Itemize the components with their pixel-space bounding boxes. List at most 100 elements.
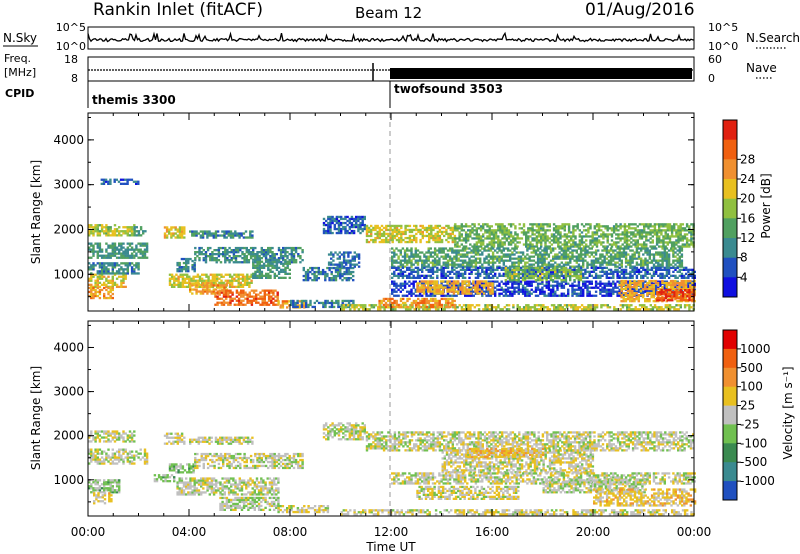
data-cell <box>537 233 541 236</box>
data-cell <box>572 241 575 244</box>
data-cell <box>675 235 678 238</box>
data-cell <box>540 241 543 244</box>
data-cell <box>576 243 579 246</box>
data-cell <box>461 274 465 277</box>
data-cell <box>635 257 639 260</box>
data-cell <box>337 270 340 274</box>
data-cell <box>194 251 197 254</box>
data-cell <box>202 253 205 256</box>
data-cell <box>573 266 576 269</box>
data-cell <box>681 229 684 232</box>
data-cell <box>605 288 608 291</box>
data-cell <box>100 250 104 253</box>
data-cell <box>530 288 533 291</box>
data-cell <box>455 259 458 262</box>
data-cell <box>109 246 112 249</box>
data-cell <box>324 274 327 278</box>
data-cell <box>573 288 576 291</box>
data-cell <box>412 286 415 289</box>
data-cell <box>141 250 145 253</box>
data-cell <box>190 277 193 280</box>
data-cell <box>330 301 334 305</box>
data-cell <box>109 288 112 292</box>
data-cell <box>482 233 485 236</box>
data-cell <box>330 279 333 282</box>
data-cell <box>267 249 270 252</box>
data-cell <box>681 243 684 246</box>
data-cell <box>349 270 353 274</box>
data-cell <box>203 279 206 282</box>
data-cell <box>218 291 221 294</box>
data-cell <box>640 245 644 248</box>
data-cell <box>262 255 266 258</box>
data-cell <box>453 240 457 244</box>
data-cell <box>594 265 598 268</box>
data-cell <box>98 285 102 288</box>
data-cell <box>616 274 619 277</box>
data-cell <box>258 276 261 279</box>
data-cell <box>223 234 226 237</box>
data-cell <box>536 274 540 277</box>
data-cell <box>272 293 275 296</box>
data-cell <box>673 227 676 230</box>
data-cell <box>572 239 575 242</box>
data-cell <box>677 225 680 228</box>
data-cell <box>634 243 637 246</box>
data-cell <box>177 285 180 288</box>
data-cell <box>455 266 458 269</box>
data-cell <box>680 259 684 262</box>
data-cell <box>499 223 502 226</box>
data-cell <box>222 253 225 256</box>
data-cell <box>577 286 581 289</box>
data-cell <box>249 257 253 260</box>
data-cell <box>597 266 600 269</box>
data-cell <box>425 226 429 230</box>
data-cell <box>660 225 663 228</box>
data-cell <box>483 276 486 279</box>
data-cell <box>425 274 428 277</box>
data-cell <box>242 236 246 239</box>
data-cell <box>640 266 643 269</box>
data-cell <box>600 241 603 244</box>
data-cell <box>174 236 177 239</box>
data-cell <box>489 265 493 268</box>
data-cell <box>281 304 285 307</box>
data-cell <box>239 281 242 284</box>
data-cell <box>582 235 586 238</box>
data-cell <box>590 282 593 285</box>
data-cell <box>668 237 672 240</box>
data-cell <box>352 274 355 278</box>
data-cell <box>218 277 221 280</box>
data-cell <box>571 265 574 268</box>
data-cell <box>347 251 350 254</box>
data-cell <box>191 259 194 263</box>
data-cell <box>228 283 232 286</box>
data-cell <box>400 224 403 228</box>
data-cell <box>498 249 501 252</box>
data-cell <box>474 263 478 266</box>
data-cell <box>212 288 215 291</box>
data-cell <box>178 264 181 267</box>
data-cell <box>470 259 473 262</box>
data-cell <box>679 239 682 242</box>
data-cell <box>494 237 498 240</box>
data-cell <box>340 217 343 221</box>
data-cell <box>247 249 251 252</box>
data-cell <box>340 253 344 256</box>
data-cell <box>231 279 234 282</box>
data-cell <box>239 273 242 276</box>
data-cell <box>487 255 490 258</box>
data-cell <box>593 227 596 230</box>
data-cell <box>624 255 628 258</box>
data-cell <box>446 284 450 287</box>
data-cell <box>196 279 200 282</box>
data-cell <box>472 284 475 287</box>
data-cell <box>385 228 388 232</box>
data-cell <box>246 301 249 304</box>
data-cell <box>444 253 448 256</box>
noise-panel: N.Sky 10^5 10^0 10^5 10^0 N.Search <box>3 21 800 53</box>
data-cell <box>453 268 456 271</box>
data-cell <box>464 235 468 238</box>
data-cell <box>234 230 237 233</box>
data-cell <box>632 243 635 246</box>
